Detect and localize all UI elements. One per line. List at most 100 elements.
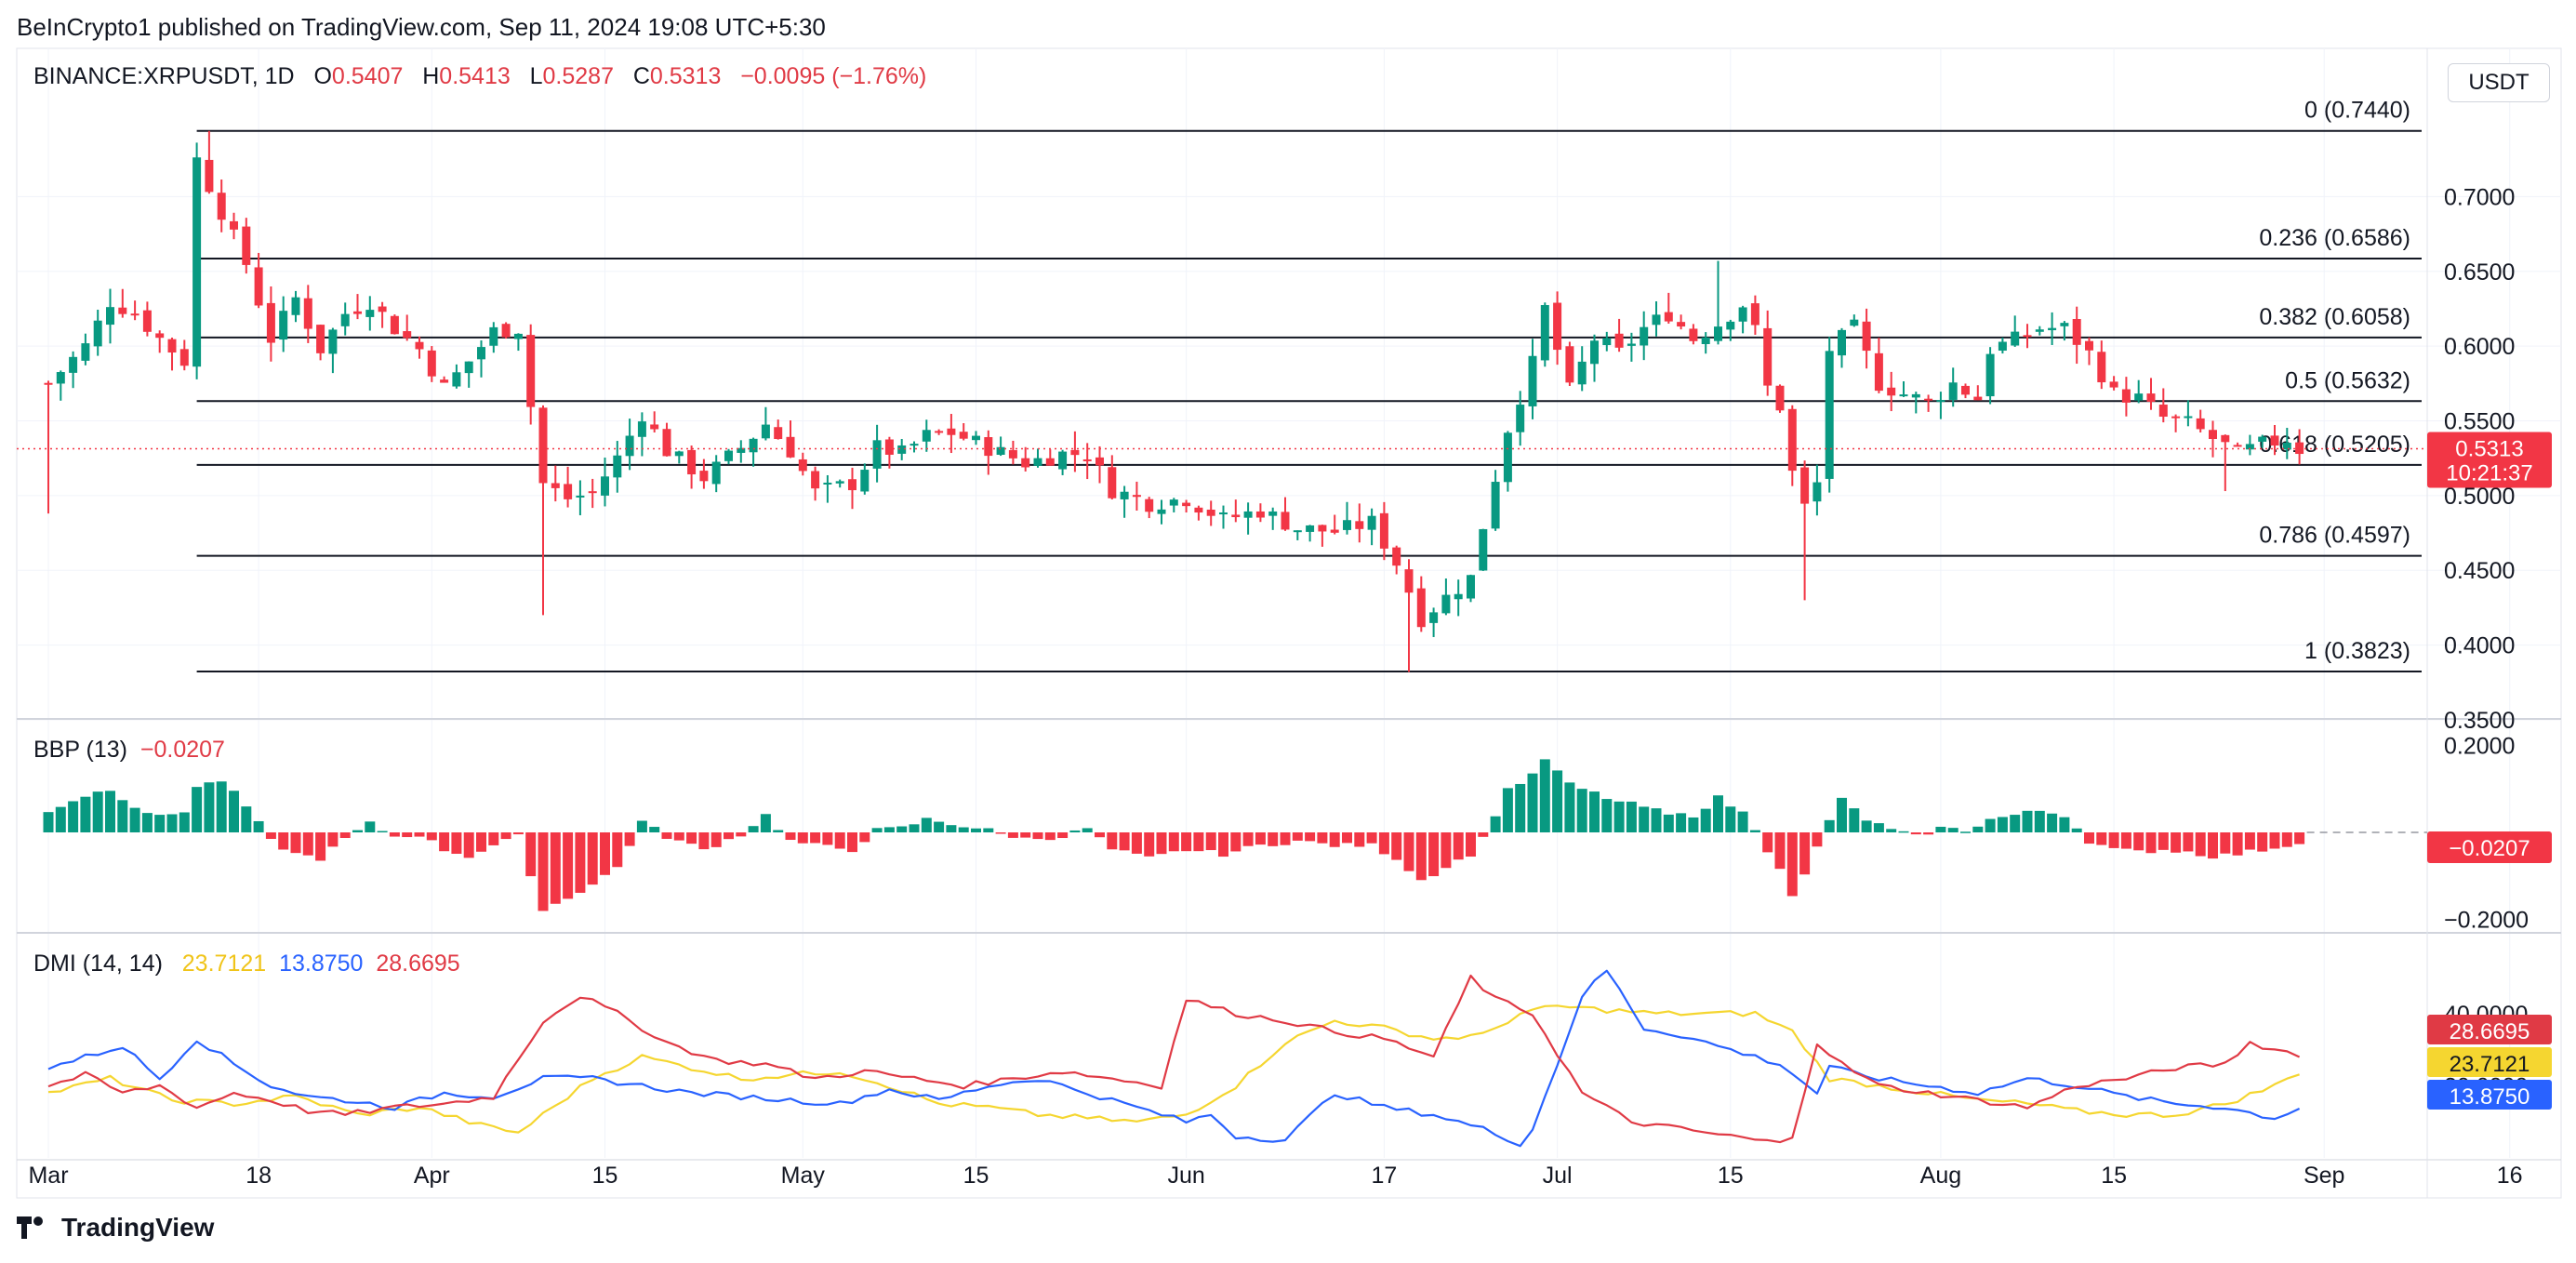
bbp-bar bbox=[909, 824, 920, 832]
bbp-bar bbox=[724, 832, 734, 840]
bbp-bar bbox=[2257, 832, 2268, 852]
candle-body bbox=[984, 437, 993, 457]
candle-body bbox=[93, 320, 102, 347]
bbp-bar bbox=[1181, 832, 1192, 852]
candle-body bbox=[118, 307, 127, 314]
candle-body bbox=[1948, 382, 1958, 400]
candle-body bbox=[1998, 341, 2007, 352]
dmi-value-tag-text: 13.8750 bbox=[2450, 1084, 2530, 1110]
bbp-bar bbox=[2096, 832, 2107, 845]
bbp-bar bbox=[2171, 832, 2182, 853]
candle-body bbox=[1157, 509, 1166, 514]
candle-body bbox=[625, 435, 634, 457]
bbp-bar bbox=[2071, 828, 2082, 832]
candle-body bbox=[415, 341, 424, 350]
fib-level-label: 1 (0.3823) bbox=[2304, 638, 2410, 664]
high-label: H bbox=[422, 63, 440, 89]
bbp-value-tag-text: −0.0207 bbox=[2449, 836, 2530, 861]
fib-level-label: 0.618 (0.5205) bbox=[2259, 432, 2410, 458]
bbp-bar bbox=[1651, 808, 1662, 832]
candle-body bbox=[2035, 329, 2044, 332]
candle-body bbox=[811, 471, 820, 489]
bbp-bar bbox=[736, 832, 747, 837]
candle-body bbox=[2121, 389, 2131, 403]
candle-body bbox=[427, 350, 436, 377]
candle-body bbox=[1416, 588, 1426, 628]
bbp-bar bbox=[192, 787, 203, 832]
bbp-bar bbox=[995, 832, 1006, 834]
published-caption: BeInCrypto1 published on TradingView.com… bbox=[17, 13, 826, 41]
candle-body bbox=[1441, 594, 1451, 614]
bbp-bar bbox=[1676, 813, 1687, 832]
candle-body bbox=[2258, 436, 2267, 442]
candle-body bbox=[2171, 416, 2181, 419]
bbp-bar bbox=[748, 826, 759, 832]
candle-body bbox=[538, 407, 548, 484]
candle-body bbox=[2048, 327, 2057, 331]
bbp-bar bbox=[278, 832, 289, 850]
currency-button[interactable]: USDT bbox=[2448, 63, 2550, 102]
bbp-bar bbox=[1576, 789, 1587, 832]
candle-body bbox=[1404, 569, 1414, 593]
bbp-bar bbox=[1082, 828, 1093, 832]
dmi-value-tag-bg bbox=[2427, 1015, 2552, 1044]
candle-body bbox=[848, 479, 856, 491]
time-axis: Mar 18 Apr 15 May 15 Jun 17 Jul 15 Aug 15 Sep 16 bbox=[28, 1163, 2522, 1189]
bbp-bar bbox=[649, 827, 660, 832]
candle-body bbox=[687, 449, 697, 475]
bbp-bar bbox=[1749, 830, 1760, 832]
candle-body bbox=[637, 421, 646, 437]
candle-body bbox=[860, 470, 870, 492]
bbp-bar bbox=[1786, 832, 1798, 897]
bbp-bar bbox=[1737, 811, 1748, 832]
bbp-tick-label: −0.2000 bbox=[2444, 907, 2529, 933]
candle-body bbox=[477, 347, 485, 360]
candle-body bbox=[1429, 612, 1439, 623]
candle-body bbox=[1082, 459, 1092, 461]
candle-body bbox=[1726, 321, 1735, 330]
open-value: 0.5407 bbox=[331, 63, 404, 89]
candle-body bbox=[2097, 352, 2106, 383]
bbp-bar bbox=[327, 832, 339, 847]
bbp-bar bbox=[921, 818, 932, 832]
candle-body bbox=[1961, 385, 1970, 395]
candle-body bbox=[254, 267, 263, 306]
tradingview-logo[interactable]: TradingView bbox=[17, 1213, 214, 1243]
time-tick-label: 15 bbox=[592, 1163, 618, 1189]
bbp-bar bbox=[1960, 831, 1971, 833]
bbp-bar bbox=[476, 832, 486, 852]
tradingview-logo-icon bbox=[17, 1216, 52, 1239]
bbp-bar bbox=[1069, 830, 1081, 832]
candle-body bbox=[1874, 352, 1883, 392]
candle-body bbox=[1528, 355, 1537, 406]
dmi-line-13-8750 bbox=[47, 969, 2301, 1148]
low-label: L bbox=[529, 63, 543, 89]
candle-body bbox=[1454, 593, 1463, 600]
bbp-bar bbox=[1230, 832, 1242, 852]
bbp-bar bbox=[896, 826, 908, 832]
time-tick-label: Sep bbox=[2304, 1163, 2344, 1189]
bbp-bar bbox=[1527, 773, 1538, 832]
dmi-minus-di-value: 13.8750 bbox=[279, 951, 364, 977]
candle-body bbox=[1255, 511, 1265, 518]
candle-body bbox=[2282, 443, 2291, 450]
candle-body bbox=[551, 483, 560, 488]
bbp-bar bbox=[1280, 832, 1291, 845]
bbp-bar bbox=[1824, 819, 1835, 832]
candle-body bbox=[328, 329, 338, 354]
bbp-bar bbox=[1799, 832, 1811, 875]
candle-body bbox=[2270, 435, 2279, 446]
candle-body bbox=[1973, 396, 1983, 401]
bbp-bar bbox=[129, 807, 140, 832]
candle-body bbox=[1838, 329, 1846, 356]
bbp-bar bbox=[1713, 795, 1723, 832]
candle-body bbox=[279, 311, 288, 340]
candle-body bbox=[1800, 467, 1810, 504]
dmi-plus-di-value: 23.7121 bbox=[181, 951, 267, 977]
candle-body bbox=[1862, 321, 1871, 352]
bbp-bar bbox=[773, 830, 784, 832]
price-tick-label: 0.7000 bbox=[2444, 184, 2515, 210]
bbp-bar bbox=[451, 832, 462, 855]
bbp-value: −0.0207 bbox=[139, 737, 225, 763]
